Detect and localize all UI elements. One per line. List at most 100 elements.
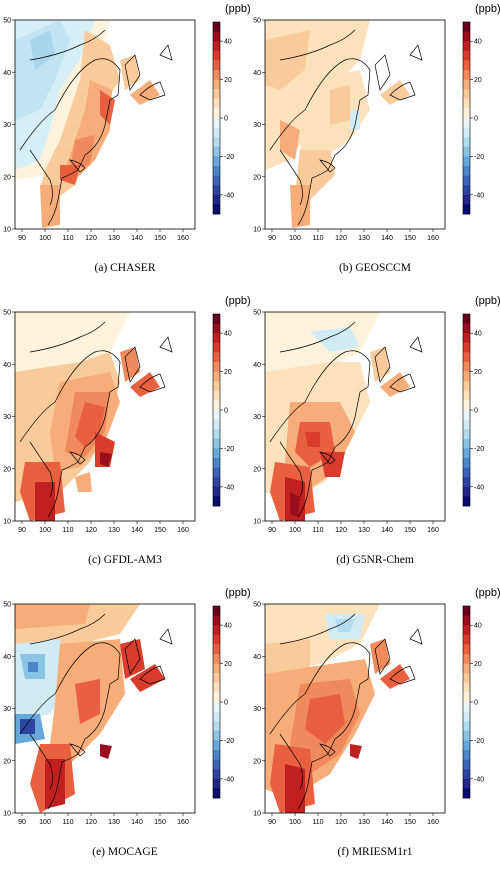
colorbar-swatch <box>213 50 220 61</box>
colorbar-swatch <box>213 788 220 799</box>
colorbar-swatch <box>463 625 470 636</box>
colorbar-swatch <box>463 156 470 167</box>
colorbar-swatch <box>463 759 470 770</box>
unit-label: (ppb) <box>225 587 250 599</box>
colorbar-swatch <box>463 644 470 655</box>
colorbar-swatch <box>213 778 220 789</box>
colorbar-swatch <box>463 371 470 382</box>
lon-tick-label: 130 <box>108 235 120 242</box>
colorbar-tick-label: -20 <box>474 154 484 161</box>
colorbar-swatch <box>463 448 470 459</box>
lat-tick-label: 40 <box>3 654 11 661</box>
colorbar-tick-label: 20 <box>224 661 232 668</box>
lon-axis: 90 100 110 120 130 140 150 160 <box>268 229 439 242</box>
panel-caption: (d) G5NR-Chem <box>336 554 414 566</box>
lon-tick-label: 130 <box>358 235 370 242</box>
colorbar-swatch <box>463 496 470 507</box>
colorbar-swatch <box>213 496 220 507</box>
colorbar-swatch <box>213 204 220 215</box>
lon-tick-label: 110 <box>312 235 323 242</box>
colorbar-swatch <box>213 477 220 488</box>
lat-tick-label: 40 <box>3 362 11 369</box>
colorbar-swatch <box>213 31 220 42</box>
panel-mocage: 90 100 110 120 130 140 150 160 50 40 30 20 10 40 20 0… <box>0 584 250 876</box>
panel-caption: (b) GEOSCCM <box>339 262 411 274</box>
colorbar-swatch <box>463 89 470 100</box>
colorbar-swatch <box>463 750 470 760</box>
colorbar-swatch <box>463 314 470 324</box>
colorbar-tick-label: -40 <box>224 192 234 199</box>
map-geosccm: 90 100 110 120 130 140 150 160 50 40 30 20 10 40 20 0… <box>253 3 500 242</box>
lat-tick-label: 10 <box>253 811 261 818</box>
lat-tick-label: 30 <box>253 414 261 421</box>
colorbar-swatch <box>213 663 220 674</box>
colorbar-tick-label: -20 <box>474 738 484 745</box>
colorbar-swatch <box>463 70 470 80</box>
colorbar: 40 20 0 -20 -40 <box>212 21 234 215</box>
colorbar-swatch <box>213 362 220 372</box>
colorbar-swatch <box>463 22 470 32</box>
colorbar-swatch <box>463 31 470 42</box>
ozone-field <box>265 312 445 521</box>
lat-axis: 50 40 30 20 10 <box>3 18 15 234</box>
colorbar-swatch <box>213 98 220 109</box>
colorbar-swatch <box>213 22 220 32</box>
lon-tick-label: 110 <box>62 235 73 242</box>
unit-label: (ppb) <box>475 3 500 15</box>
lon-tick-label: 90 <box>268 527 276 534</box>
colorbar-swatch <box>213 740 220 751</box>
colorbar-swatch <box>463 98 470 109</box>
lon-tick-label: 110 <box>62 527 73 534</box>
colorbar-swatch <box>213 194 220 205</box>
colorbar-swatch <box>463 342 470 353</box>
colorbar-tick-label: 0 <box>474 408 478 415</box>
colorbar-swatch <box>213 175 220 186</box>
colorbar-swatch <box>213 615 220 626</box>
colorbar-tick-label: 0 <box>224 116 228 123</box>
colorbar-swatch <box>463 166 470 176</box>
colorbar-swatch <box>463 352 470 363</box>
lon-tick-label: 160 <box>177 235 189 242</box>
colorbar-swatch <box>213 458 220 468</box>
colorbar-swatch <box>213 625 220 636</box>
colorbar-tick-label: 40 <box>224 331 232 338</box>
lon-axis: 90 100 110 120 130 140 150 160 <box>18 813 189 826</box>
colorbar-swatch <box>213 419 220 430</box>
lat-tick-label: 50 <box>3 310 11 317</box>
colorbar-swatch <box>213 410 220 420</box>
lon-tick-label: 160 <box>427 819 439 826</box>
lat-axis: 50 40 30 20 10 <box>253 18 265 234</box>
colorbar-swatch <box>213 314 220 324</box>
colorbar-swatch <box>463 702 470 712</box>
lon-tick-label: 100 <box>39 527 51 534</box>
lat-tick-label: 10 <box>3 811 11 818</box>
lat-tick-label: 30 <box>3 122 11 129</box>
colorbar-swatch <box>213 371 220 382</box>
panel-caption: (e) MOCAGE <box>92 846 158 858</box>
colorbar-tick-label: -20 <box>224 446 234 453</box>
map-mocage: 90 100 110 120 130 140 150 160 50 40 30 20 10 40 20 0… <box>3 587 250 826</box>
lon-axis: 90 100 110 120 130 140 150 160 <box>18 229 189 242</box>
colorbar-swatch <box>213 381 220 392</box>
colorbar-swatch <box>463 194 470 205</box>
colorbar: 40 20 0 -20 -40 <box>212 313 234 507</box>
panel-caption: (f) MRIESM1r1 <box>337 846 413 858</box>
lat-tick-label: 10 <box>253 519 261 526</box>
colorbar-swatch <box>463 721 470 732</box>
colorbar-swatch <box>463 429 470 440</box>
colorbar-swatch <box>213 156 220 167</box>
colorbar-swatch <box>213 682 220 693</box>
map-chaser: 90 100 110 120 130 140 150 160 50 40 30 20 10 40 20 0… <box>3 3 250 242</box>
colorbar-swatch <box>213 750 220 760</box>
colorbar-swatch <box>463 673 470 684</box>
lon-tick-label: 140 <box>131 819 143 826</box>
lon-tick-label: 140 <box>381 527 393 534</box>
panel-g5nr-chem: 90 100 110 120 130 140 150 160 50 40 30 20 10 40 20 0… <box>250 292 500 584</box>
colorbar-swatch <box>213 692 220 703</box>
colorbar-tick-label: 40 <box>224 39 232 46</box>
colorbar: 40 20 0 -20 -40 <box>462 605 484 799</box>
lon-tick-label: 90 <box>18 235 26 242</box>
lat-tick-label: 50 <box>3 18 11 25</box>
colorbar-swatch <box>213 146 220 157</box>
colorbar-swatch <box>213 166 220 176</box>
